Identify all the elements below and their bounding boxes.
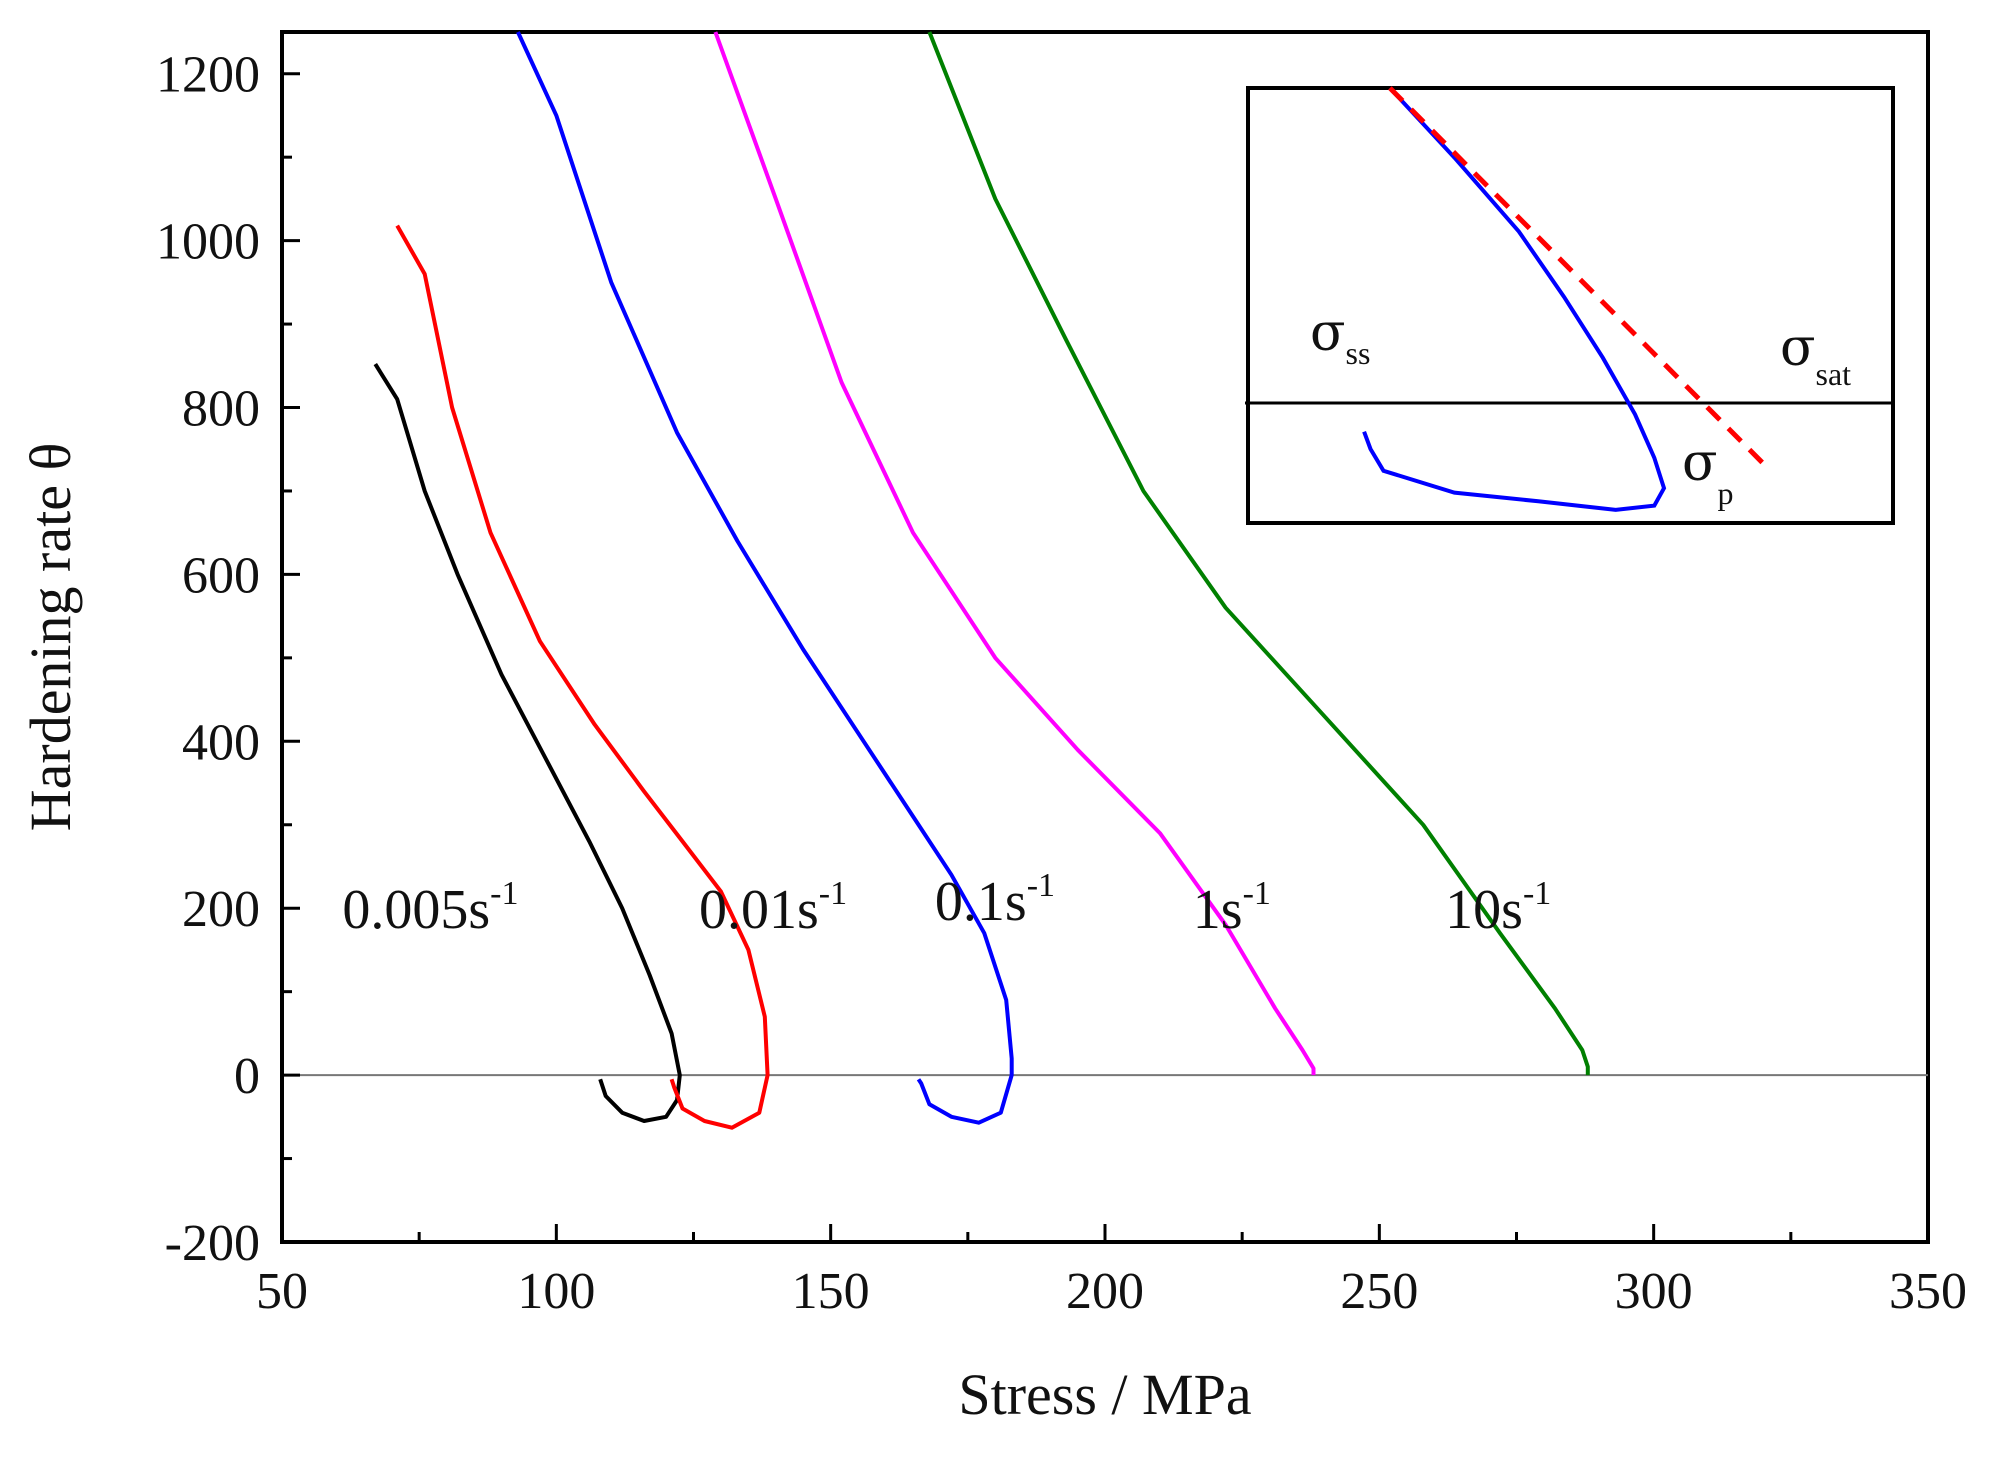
series-label: 0.1s-1 xyxy=(935,867,1055,933)
y-tick-label: 1200 xyxy=(156,47,260,104)
y-tick-label: 600 xyxy=(182,547,260,604)
inset-hardening-curve xyxy=(1362,86,1667,512)
x-tick-label: 50 xyxy=(256,1263,308,1320)
series-line-0-01s-1 xyxy=(395,224,770,1130)
y-tick-label: 200 xyxy=(182,881,260,938)
series-line-10s-1 xyxy=(927,31,1590,1076)
series-line-0-005s-1 xyxy=(373,363,682,1123)
y-axis: -200 0 200 400 600 800 1000 1200 xyxy=(156,47,300,1272)
inset-label-sigma-sat: σsat xyxy=(1780,318,1851,392)
x-tick-label: 250 xyxy=(1340,1263,1418,1320)
x-tick-label: 350 xyxy=(1889,1263,1967,1320)
inset-panel: σss σsat σp xyxy=(1245,86,1895,525)
series-line-0-1s-1 xyxy=(516,31,1014,1125)
series-layer xyxy=(373,31,1590,1130)
y-tick-label: 0 xyxy=(234,1048,260,1105)
series-label: 0.005s-1 xyxy=(342,875,518,941)
y-tick-label: -200 xyxy=(165,1215,260,1272)
x-axis-title: Stress / MPa xyxy=(958,1362,1251,1427)
series-labels: 0.005s-1 0.01s-1 0.1s-1 1s-1 10s-1 xyxy=(342,867,1551,941)
x-tick-label: 200 xyxy=(1066,1263,1144,1320)
x-axis: 50 100 150 200 250 300 350 xyxy=(256,1224,1967,1320)
y-tick-label: 400 xyxy=(182,714,260,771)
series-label: 10s-1 xyxy=(1445,875,1551,941)
series-label: 0.01s-1 xyxy=(699,875,847,941)
series-line-1s-1 xyxy=(713,31,1316,1076)
x-tick-label: 150 xyxy=(792,1263,870,1320)
y-tick-label: 1000 xyxy=(156,214,260,271)
inset-label-sigma-ss: σss xyxy=(1310,303,1370,371)
y-tick-label: 800 xyxy=(182,381,260,438)
x-tick-label: 100 xyxy=(517,1263,595,1320)
inset-label-sigma-p: σp xyxy=(1682,433,1734,511)
series-label: 1s-1 xyxy=(1193,875,1271,941)
y-axis-title: Hardening rate θ xyxy=(18,443,83,832)
x-tick-label: 300 xyxy=(1615,1263,1693,1320)
